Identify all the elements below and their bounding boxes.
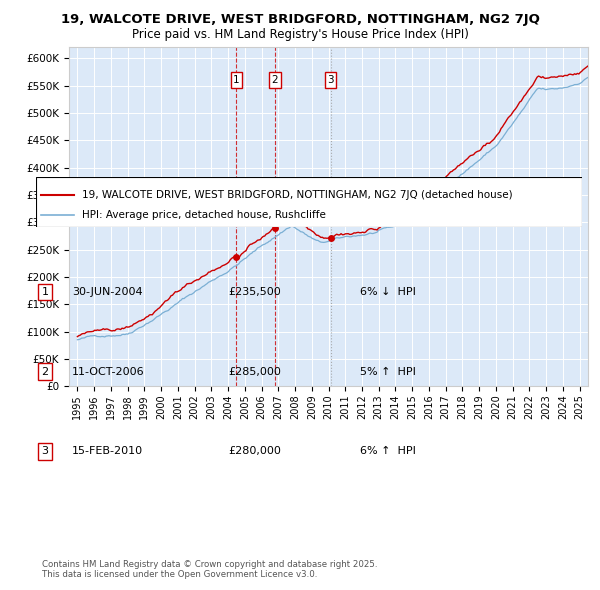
Text: 30-JUN-2004: 30-JUN-2004: [72, 287, 143, 297]
Text: £280,000: £280,000: [228, 447, 281, 456]
Text: 6% ↓  HPI: 6% ↓ HPI: [360, 287, 416, 297]
Text: 1: 1: [41, 287, 49, 297]
Text: 19, WALCOTE DRIVE, WEST BRIDGFORD, NOTTINGHAM, NG2 7JQ: 19, WALCOTE DRIVE, WEST BRIDGFORD, NOTTI…: [61, 13, 539, 26]
Text: £235,500: £235,500: [228, 287, 281, 297]
Text: Price paid vs. HM Land Registry's House Price Index (HPI): Price paid vs. HM Land Registry's House …: [131, 28, 469, 41]
Text: 5% ↑  HPI: 5% ↑ HPI: [360, 367, 416, 376]
Text: 2: 2: [41, 367, 49, 376]
Text: 19, WALCOTE DRIVE, WEST BRIDGFORD, NOTTINGHAM, NG2 7JQ (detached house): 19, WALCOTE DRIVE, WEST BRIDGFORD, NOTTI…: [82, 189, 513, 199]
Text: Contains HM Land Registry data © Crown copyright and database right 2025.
This d: Contains HM Land Registry data © Crown c…: [42, 560, 377, 579]
Text: HPI: Average price, detached house, Rushcliffe: HPI: Average price, detached house, Rush…: [82, 209, 326, 219]
Text: 6% ↑  HPI: 6% ↑ HPI: [360, 447, 416, 456]
Text: £285,000: £285,000: [228, 367, 281, 376]
Text: 11-OCT-2006: 11-OCT-2006: [72, 367, 145, 376]
Text: 15-FEB-2010: 15-FEB-2010: [72, 447, 143, 456]
Text: 3: 3: [41, 447, 49, 456]
Text: 2: 2: [271, 75, 278, 85]
Text: 1: 1: [233, 75, 240, 85]
Text: 3: 3: [327, 75, 334, 85]
